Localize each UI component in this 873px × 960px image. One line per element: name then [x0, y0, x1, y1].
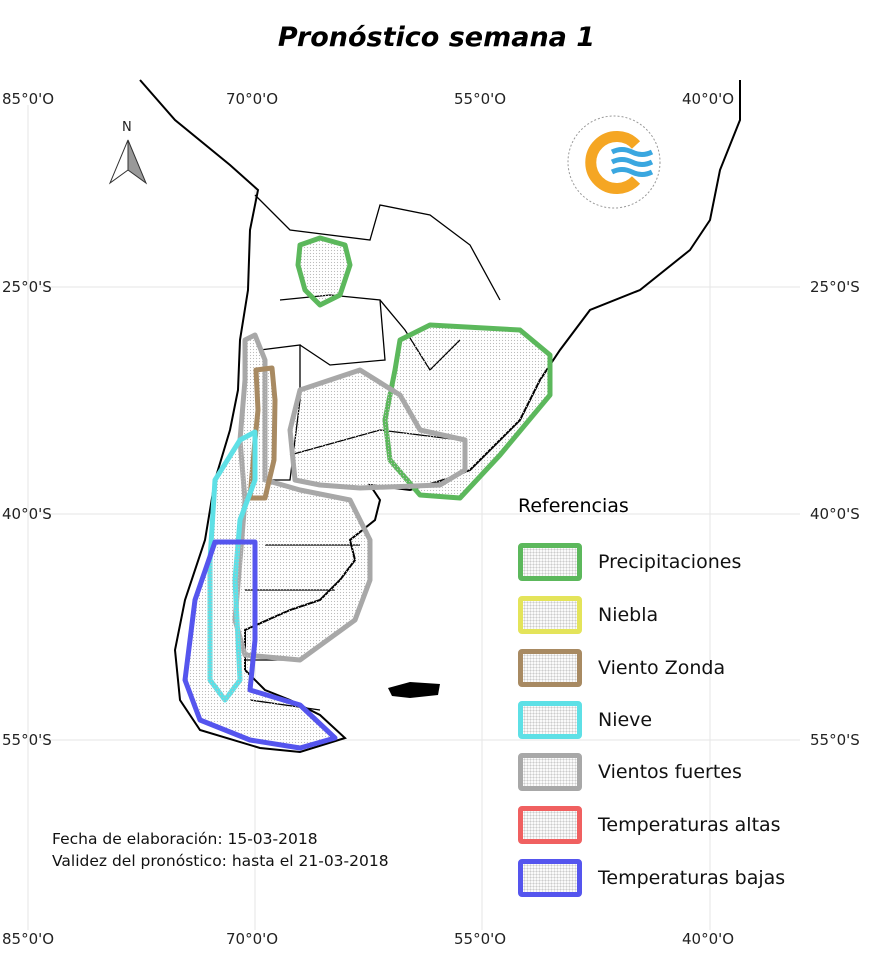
lat-label-right: 40°0'S [810, 505, 860, 523]
map-title: Pronóstico semana 1 [277, 22, 596, 53]
legend-swatch [518, 649, 582, 687]
lat-label-left: 55°0'S [2, 731, 52, 749]
falkland-islands [388, 682, 440, 698]
legend-item-precipitaciones: Precipitaciones [518, 543, 742, 581]
lon-label-top: 55°0'O [454, 90, 507, 108]
north-arrow-icon [108, 139, 148, 185]
legend-swatch [518, 753, 582, 791]
legend-item-temperaturas-bajas: Temperaturas bajas [518, 859, 786, 897]
legend-item-viento-zonda: Viento Zonda [518, 649, 726, 687]
area-temperaturas-bajas [182, 539, 338, 751]
north-label: N [122, 120, 132, 135]
legend-label: Viento Zonda [598, 657, 726, 679]
lon-label-bottom: 55°0'O [454, 930, 507, 948]
legend-title: Referencias [518, 495, 629, 517]
legend-label: Nieve [598, 709, 653, 731]
lon-label-top: 70°0'O [226, 90, 279, 108]
lat-label-right: 55°0'S [810, 731, 860, 749]
lat-label-left: 25°0'S [2, 278, 52, 296]
legend-swatch [518, 701, 582, 739]
smn-logo [567, 115, 661, 209]
legend-item-temperaturas-altas: Temperaturas altas [518, 806, 781, 844]
legend-swatch [518, 596, 582, 634]
legend-swatch [518, 859, 582, 897]
area-precipitaciones-noroeste [295, 235, 353, 308]
legend-label: Vientos fuertes [598, 761, 742, 783]
lon-label-top: 40°0'O [682, 90, 735, 108]
validity-date: Validez del pronóstico: hasta el 21-03-2… [52, 852, 389, 870]
lon-label-top: 85°0'O [2, 90, 55, 108]
legend-item-niebla: Niebla [518, 596, 659, 634]
legend-label: Temperaturas bajas [598, 867, 786, 889]
lat-label-left: 40°0'S [2, 505, 52, 523]
legend-label: Precipitaciones [598, 551, 742, 573]
legend-label: Temperaturas altas [598, 814, 781, 836]
legend-swatch [518, 806, 582, 844]
legend-item-nieve: Nieve [518, 701, 653, 739]
legend-swatch [518, 543, 582, 581]
lat-label-right: 25°0'S [810, 278, 860, 296]
forecast-areas [182, 235, 553, 751]
lon-label-bottom: 85°0'O [2, 930, 55, 948]
area-vientos-fuertes-centro [287, 367, 468, 491]
legend-item-vientos-fuertes: Vientos fuertes [518, 753, 742, 791]
elaboration-date: Fecha de elaboración: 15-03-2018 [52, 830, 318, 848]
legend-label: Niebla [598, 604, 659, 626]
lon-label-bottom: 40°0'O [682, 930, 735, 948]
area-vientos-fuertes-patagonia [232, 332, 373, 663]
lon-label-bottom: 70°0'O [226, 930, 279, 948]
